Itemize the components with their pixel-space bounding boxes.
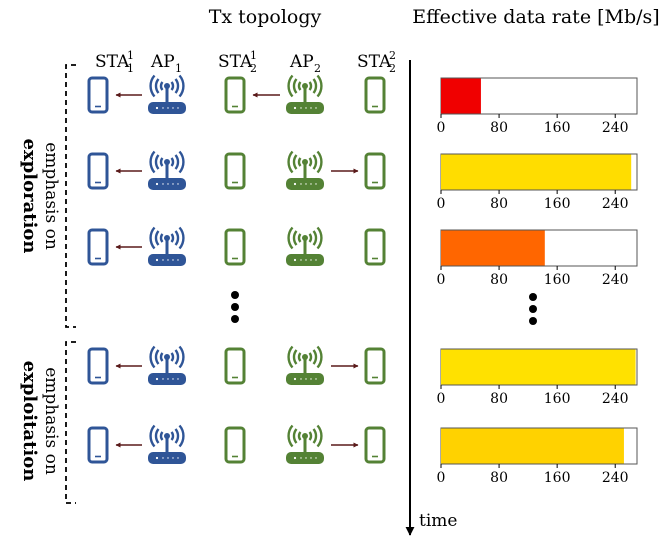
rate-bar xyxy=(441,230,545,266)
x-tick-label: 80 xyxy=(490,470,508,486)
column-label-sta-2-2: STA 2 2 xyxy=(357,49,396,75)
rate-bar xyxy=(441,78,481,114)
x-tick-label: 240 xyxy=(602,120,629,136)
x-tick-label: 160 xyxy=(544,272,571,288)
x-tick-label: 80 xyxy=(490,391,508,407)
ap-2-router-icon xyxy=(284,345,326,387)
sta-2-2-phone-icon xyxy=(364,76,386,114)
column-label-sup: 1 xyxy=(127,49,134,62)
column-label-base: AP xyxy=(289,52,314,72)
x-tick-label: 160 xyxy=(544,391,571,407)
rate-chart-3: 0 80 160 240 xyxy=(437,229,638,288)
column-label-ap-2: AP 2 xyxy=(289,52,321,75)
rate-chart-5: 0 80 160 240 xyxy=(437,427,638,486)
topology-row-3 xyxy=(87,226,386,268)
rate-bar xyxy=(441,428,624,464)
ellipsis-topology xyxy=(231,291,239,323)
x-tick-label: 240 xyxy=(602,196,629,212)
phase-label-line1: emphasis on xyxy=(41,367,61,475)
x-tick-label: 80 xyxy=(490,120,508,136)
column-label-sta-2-1: STA 1 2 xyxy=(218,49,257,75)
ap-1-router-icon xyxy=(146,424,188,466)
x-tick-label: 0 xyxy=(437,272,446,288)
ap-2-router-icon xyxy=(284,424,326,466)
sta-1-1-phone-icon xyxy=(87,347,109,385)
ap-2-router-icon xyxy=(284,150,326,192)
x-tick-label: 0 xyxy=(437,196,446,212)
sta-2-1-phone-icon xyxy=(224,76,246,114)
exploration-bracket xyxy=(65,64,76,328)
column-label-sub: 2 xyxy=(250,62,257,75)
x-tick-label: 80 xyxy=(490,272,508,288)
x-tick-label: 0 xyxy=(437,470,446,486)
rate-chart-2: 0 80 160 240 xyxy=(437,153,638,212)
ellipsis-chart xyxy=(529,293,537,325)
sta-2-2-phone-icon xyxy=(364,228,386,266)
tx-topology-title: Tx topology xyxy=(209,6,322,28)
ap-1-router-icon xyxy=(146,150,188,192)
column-label-base: STA xyxy=(218,52,253,72)
column-label-sta-1-1: STA 1 1 xyxy=(95,49,134,75)
column-label-sub: 2 xyxy=(389,62,396,75)
sta-1-1-phone-icon xyxy=(87,228,109,266)
time-label: time xyxy=(419,511,457,531)
rate-chart-1: 0 80 160 240 xyxy=(437,77,638,136)
topology-row-1 xyxy=(87,74,386,116)
rate-bar xyxy=(441,349,636,385)
phase-label-exploitation: emphasis on exploitation xyxy=(19,361,61,482)
rate-chart-4: 0 80 160 240 xyxy=(437,348,638,407)
exploitation-bracket xyxy=(65,341,76,504)
column-label-sup: 2 xyxy=(389,49,396,62)
rate-title: Effective data rate [Mb/s] xyxy=(412,6,659,28)
ap-2-router-icon xyxy=(284,74,326,116)
x-tick-label: 0 xyxy=(437,120,446,136)
column-label-sub: 1 xyxy=(175,62,182,75)
column-labels: STA 1 1 AP 1 STA 1 2 AP 2 STA 2 2 xyxy=(95,49,396,75)
phase-label-exploration: emphasis on exploration xyxy=(19,138,61,253)
sta-2-1-phone-icon xyxy=(224,152,246,190)
x-tick-label: 160 xyxy=(544,196,571,212)
column-label-base: AP xyxy=(150,52,175,72)
phase-label-line2: exploration xyxy=(19,138,40,253)
phase-label-line1: emphasis on xyxy=(41,142,61,250)
ap-1-router-icon xyxy=(146,226,188,268)
sta-1-1-phone-icon xyxy=(87,426,109,464)
topology-row-4 xyxy=(87,345,386,387)
x-tick-label: 160 xyxy=(544,120,571,136)
ap-1-router-icon xyxy=(146,74,188,116)
column-label-sub: 2 xyxy=(314,62,321,75)
x-tick-label: 0 xyxy=(437,391,446,407)
topology-row-2 xyxy=(87,150,386,192)
sta-2-2-phone-icon xyxy=(364,347,386,385)
sta-1-1-phone-icon xyxy=(87,152,109,190)
x-tick-label: 160 xyxy=(544,470,571,486)
x-tick-label: 240 xyxy=(602,391,629,407)
column-label-base: STA xyxy=(95,52,130,72)
topology-row-5 xyxy=(87,424,386,466)
sta-2-1-phone-icon xyxy=(224,228,246,266)
sta-2-2-phone-icon xyxy=(364,426,386,464)
sta-2-1-phone-icon xyxy=(224,426,246,464)
column-label-ap-1: AP 1 xyxy=(150,52,182,75)
ap-1-router-icon xyxy=(146,345,188,387)
rows: 0 80 160 240 0 80 160 240 0 80 160 240 0 80 160 240 0 80 1… xyxy=(87,74,638,486)
rate-bar xyxy=(441,154,632,190)
column-label-sub: 1 xyxy=(127,62,134,75)
x-tick-label: 240 xyxy=(602,470,629,486)
x-tick-label: 240 xyxy=(602,272,629,288)
column-label-sup: 1 xyxy=(250,49,257,62)
sta-1-1-phone-icon xyxy=(87,76,109,114)
sta-2-1-phone-icon xyxy=(224,347,246,385)
phase-label-line2: exploitation xyxy=(19,361,40,482)
ap-2-router-icon xyxy=(284,226,326,268)
sta-2-2-phone-icon xyxy=(364,152,386,190)
x-tick-label: 80 xyxy=(490,196,508,212)
column-label-base: STA xyxy=(357,52,392,72)
